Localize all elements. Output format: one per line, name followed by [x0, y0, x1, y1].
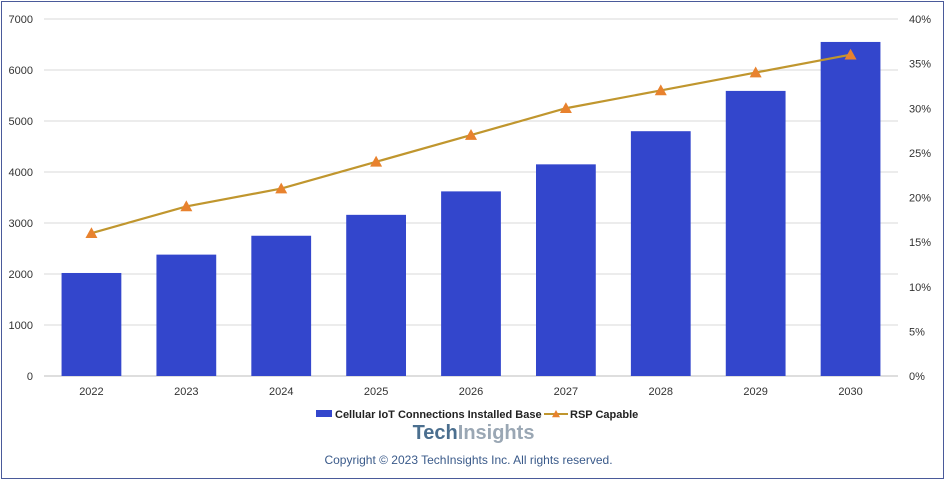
legend-marker-line [552, 410, 560, 418]
right-tick-label: 40% [909, 14, 931, 26]
left-axis-ticks: 0 1000 2000 3000 4000 5000 6000 7000 [9, 14, 33, 383]
bar [820, 41, 881, 376]
x-tick-label: 2028 [649, 386, 673, 398]
bar [630, 131, 691, 376]
left-tick-label: 0 [27, 371, 33, 383]
right-tick-label: 10% [909, 282, 931, 294]
left-tick-label: 3000 [9, 218, 33, 230]
x-tick-label: 2027 [554, 386, 578, 398]
line-series [85, 48, 857, 238]
left-tick-label: 6000 [9, 65, 33, 77]
x-tick-label: 2026 [459, 386, 483, 398]
x-tick-label: 2022 [79, 386, 103, 398]
line-point [749, 66, 762, 78]
bar [441, 191, 501, 376]
legend-label-bar: Cellular IoT Connections Installed Base [335, 409, 542, 421]
line-point [85, 227, 98, 238]
line-point [180, 200, 193, 212]
x-axis-ticks: 2022 2023 2024 2025 2026 2027 2028 2029 2030 [79, 386, 863, 398]
left-tick-label: 2000 [9, 269, 33, 281]
bar [725, 90, 786, 376]
bar [251, 235, 312, 376]
legend-swatch-bar [316, 410, 332, 417]
line-point [370, 155, 383, 167]
x-tick-label: 2029 [743, 386, 767, 398]
right-tick-label: 20% [909, 193, 931, 205]
x-tick-label: 2025 [364, 386, 388, 398]
left-tick-label: 4000 [9, 167, 33, 179]
bar [156, 254, 217, 376]
bar [535, 164, 596, 376]
line-point [465, 129, 477, 140]
line-point [559, 102, 572, 114]
x-tick-label: 2024 [269, 386, 293, 398]
right-tick-label: 30% [909, 103, 931, 115]
line-point [844, 48, 857, 60]
right-tick-label: 25% [909, 148, 931, 160]
left-tick-label: 1000 [9, 320, 33, 332]
x-tick-label: 2023 [174, 386, 198, 398]
bar [61, 272, 122, 376]
line-point [654, 84, 667, 96]
x-tick-label: 2030 [838, 386, 862, 398]
copyright-notice: Copyright © 2023 TechInsights Inc. All r… [324, 453, 613, 467]
right-tick-label: 15% [909, 237, 931, 249]
right-tick-label: 0% [909, 371, 925, 383]
legend-label-line: RSP Capable [570, 409, 638, 421]
right-tick-label: 5% [909, 326, 925, 338]
right-tick-label: 35% [909, 59, 931, 71]
legend: Cellular IoT Connections Installed Base … [316, 409, 638, 421]
techinsights-logo: TechInsights [412, 422, 535, 444]
left-tick-label: 7000 [9, 14, 33, 26]
line-point [275, 182, 288, 194]
left-tick-label: 5000 [9, 116, 33, 128]
right-axis-ticks: 0% 5% 10% 15% 20% 25% 30% 35% 40% [909, 14, 931, 383]
bar-series [61, 41, 881, 376]
bar [346, 214, 407, 376]
